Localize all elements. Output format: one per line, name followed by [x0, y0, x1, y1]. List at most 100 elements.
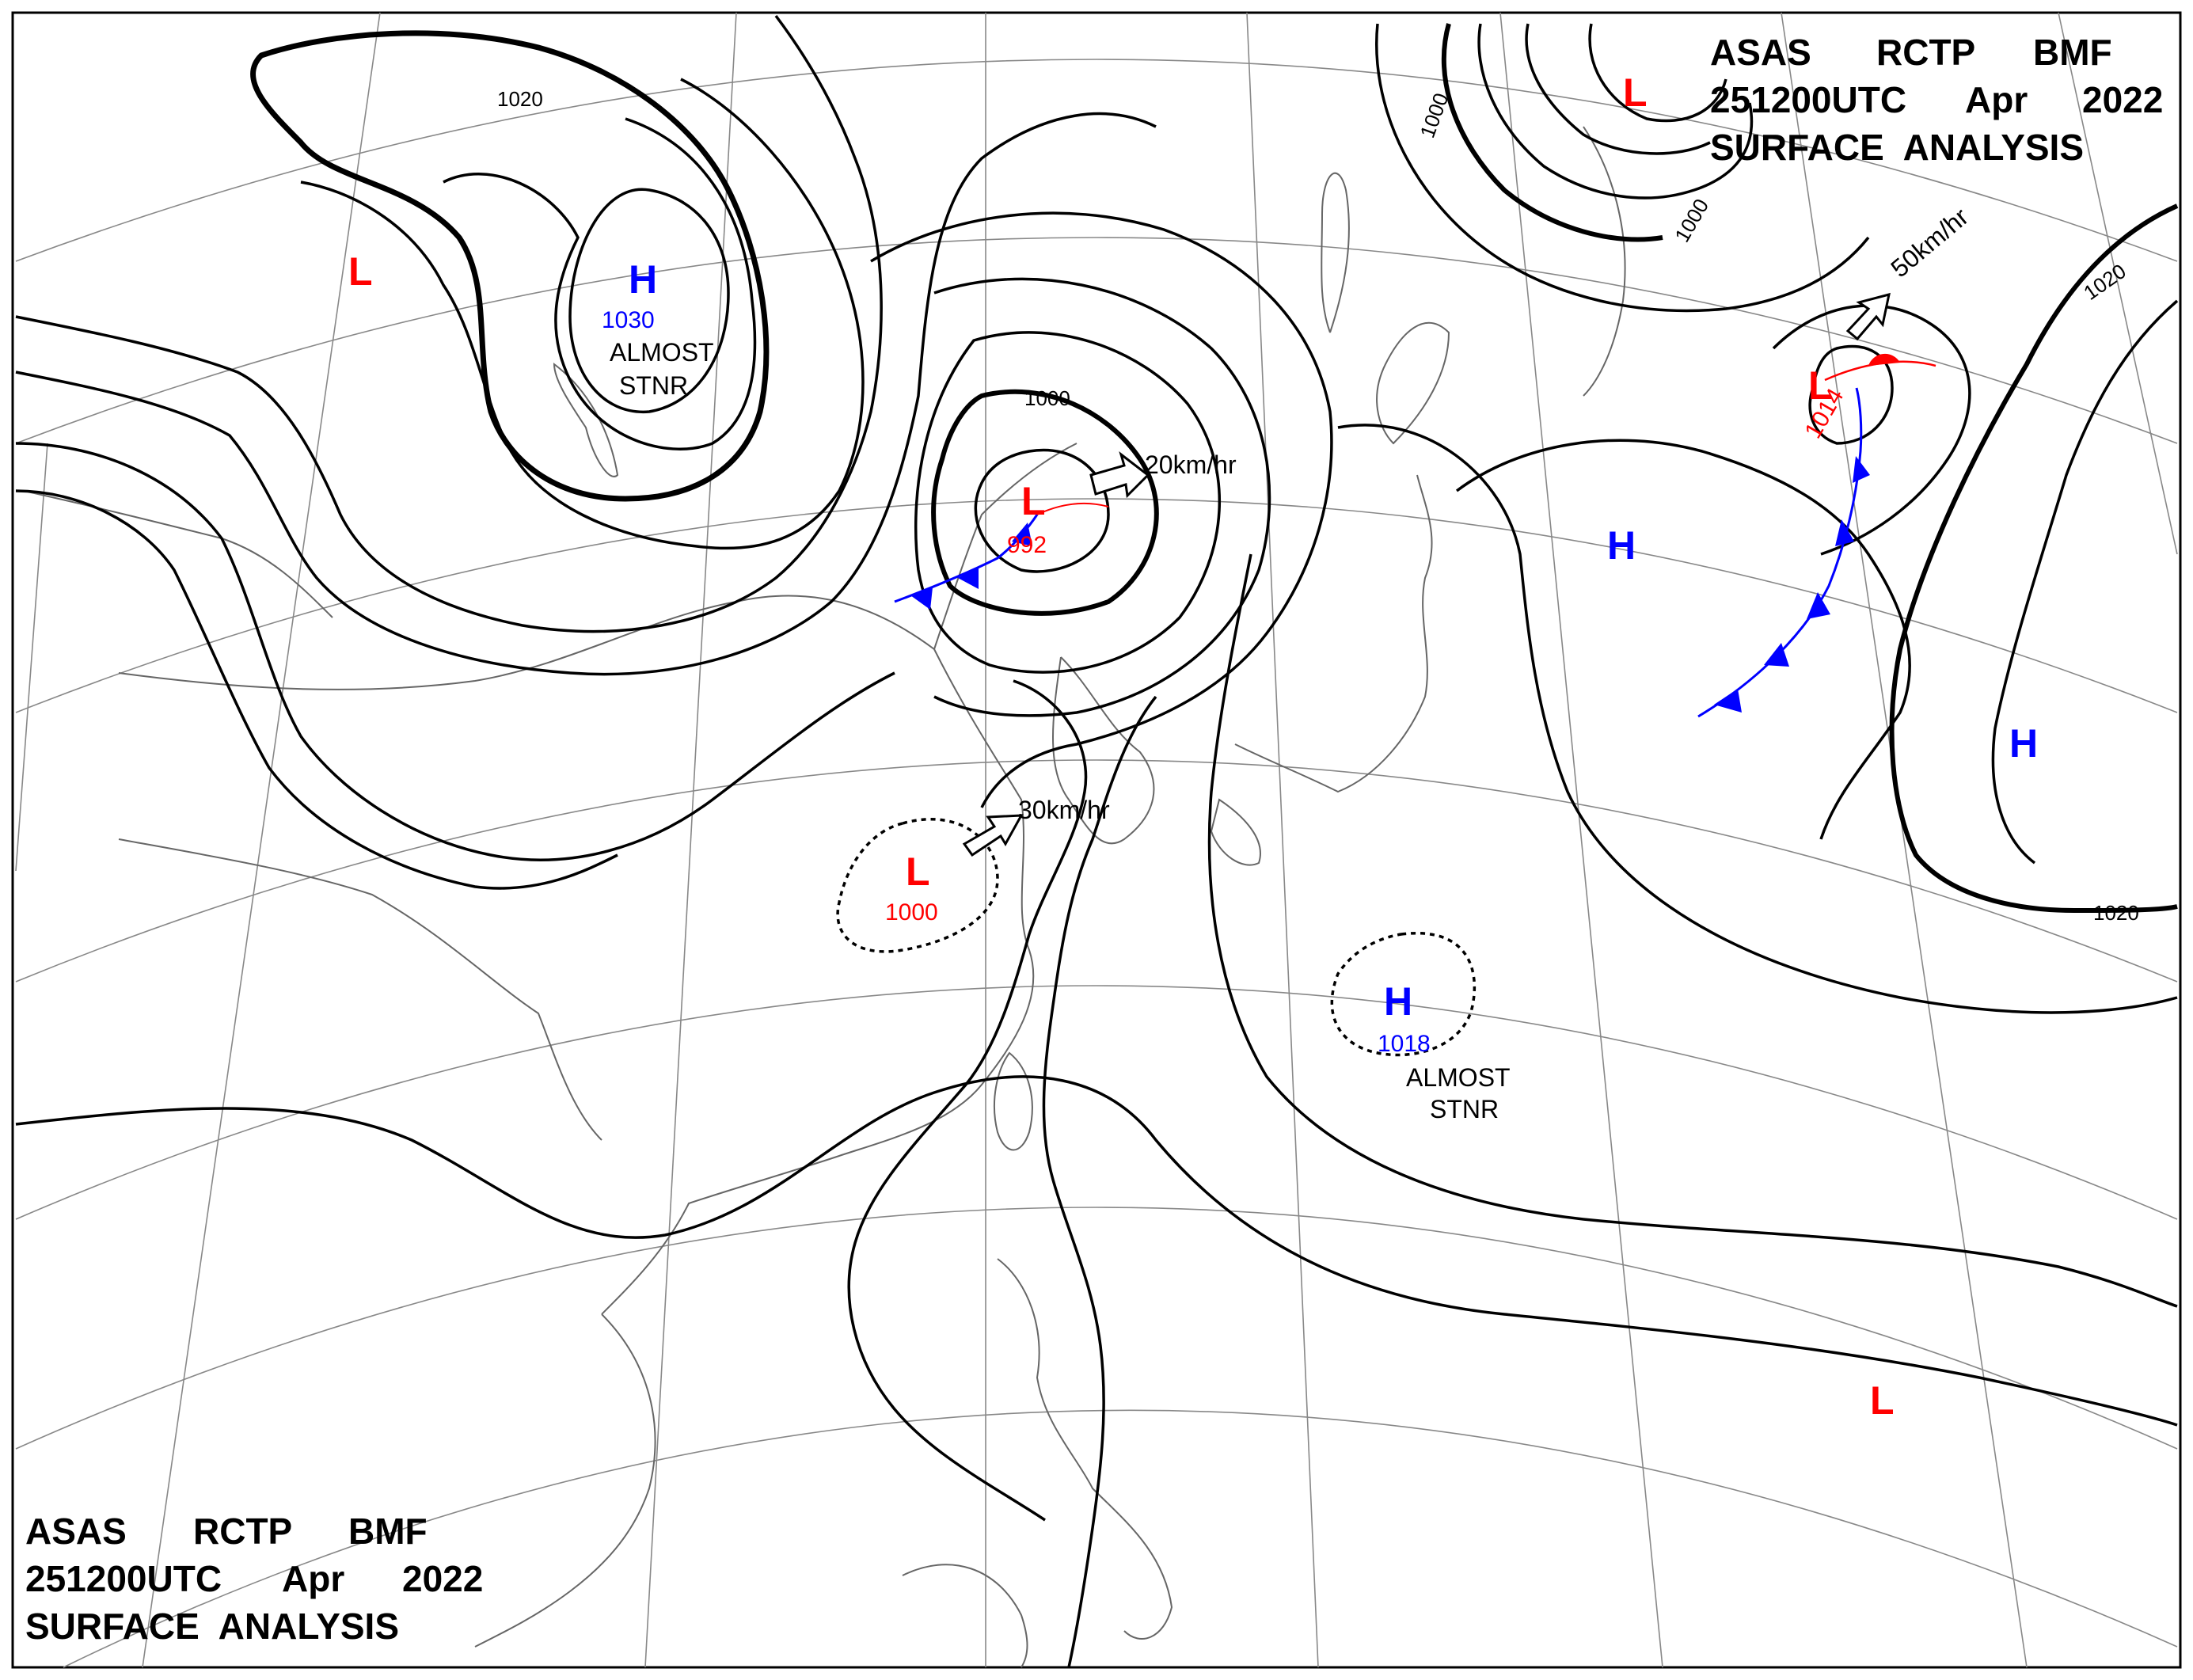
isobar-china-trough — [847, 679, 1088, 1522]
isobar-okhotsk-1000 — [1441, 23, 1663, 242]
coastline-hokkaido — [1376, 321, 1450, 445]
cold-front-triangle — [1714, 689, 1742, 713]
header-bottom-left: ASAS RCTP BMF 251200UTC Apr 2022 SURFACE… — [25, 1511, 483, 1647]
system-note: STNR — [1430, 1095, 1499, 1123]
cold-front-triangle — [1764, 643, 1789, 667]
isobar-okhotsk-outer — [1375, 23, 1870, 313]
latitude-line — [15, 759, 2178, 983]
isobar-okhotsk-ring2 — [1525, 23, 1711, 155]
border-russia-china — [933, 443, 1077, 650]
header-datetime: 2022 — [2082, 79, 2163, 120]
cold-front-triangle — [1853, 456, 1870, 483]
border-mongolia — [118, 595, 935, 690]
isobar-south-high-dotted — [1330, 932, 1477, 1057]
warm-front-manchuria — [1036, 502, 1109, 515]
cold-front-triangle — [1807, 592, 1830, 619]
movement-speed: 30km/hr — [1018, 796, 1110, 824]
low-pressure-icon: L — [1623, 70, 1648, 115]
header-datetime: 251200UTC — [1710, 79, 1906, 120]
cold-front-triangle — [1012, 523, 1032, 546]
latitude-line — [15, 498, 2178, 713]
meridian — [1246, 12, 1319, 1668]
coastline-korea — [1052, 656, 1155, 845]
meridian — [644, 12, 737, 1668]
latitude-line — [15, 59, 2178, 262]
meridian — [15, 443, 48, 872]
isobar-east-outer — [1991, 299, 2179, 865]
low-pressure-icon: L — [1021, 479, 1046, 523]
header-datetime: 2022 — [402, 1558, 483, 1599]
header-agency: RCTP — [193, 1511, 292, 1552]
isobar-okhotsk-inner — [1588, 23, 1727, 123]
coastline-sakhalin — [1321, 172, 1350, 333]
isobar-1020-loop — [300, 78, 865, 550]
meridian — [142, 12, 381, 1668]
border-china-south — [118, 838, 602, 1141]
isobar-kuril-outer — [1772, 304, 1971, 556]
movement-arrow-icon — [1089, 451, 1150, 499]
border-russia-west — [23, 490, 333, 618]
isobar-label: 1000 — [1024, 386, 1070, 410]
low-pressure-icon: L — [348, 249, 373, 294]
high-pressure-icon: H — [1384, 979, 1412, 1024]
pressure-value: 1000 — [885, 899, 938, 926]
map-frame — [11, 11, 2182, 1669]
coastlines — [23, 126, 1626, 1668]
coastline-taiwan — [993, 1051, 1033, 1151]
cold-front-triangle — [958, 567, 979, 589]
isobar-pacific-ring — [1455, 439, 1911, 840]
latitude-line — [15, 1207, 2178, 1450]
pressure-value: 1030 — [602, 307, 655, 333]
coastline-japan — [1234, 474, 1433, 793]
meridian — [2058, 12, 2178, 555]
isobar-south-sea — [15, 1075, 2178, 1427]
coastline-east-asia — [601, 648, 1035, 1315]
isobars — [15, 14, 2179, 1668]
isobar-pacific-south — [1337, 424, 2178, 1014]
isobar-west-outer — [15, 14, 883, 633]
meridian — [1781, 12, 2028, 1668]
header-title: SURFACE ANALYSIS — [25, 1606, 399, 1647]
isobar-east-china — [1042, 695, 1157, 1668]
system-note: ALMOST — [1406, 1063, 1511, 1092]
header-agency: RCTP — [1876, 32, 1975, 73]
meridian — [1499, 12, 1663, 1668]
movement-speed: 20km/hr — [1145, 450, 1237, 479]
isobar-1020-north — [250, 30, 770, 502]
header-title: SURFACE ANALYSIS — [1710, 127, 2084, 168]
lake-baikal — [553, 362, 619, 477]
movement-arrow-icon — [962, 814, 1024, 857]
isobar-manchuria-ring1 — [914, 331, 1222, 674]
isobar-west-far — [15, 112, 1157, 676]
pressure-value: 992 — [1007, 532, 1047, 558]
warm-front-semicircle — [1868, 353, 1900, 366]
header-top-right: ASAS RCTP BMF 251200UTC Apr 2022 SURFACE… — [1710, 32, 2163, 168]
isobar-manchuria-1000 — [931, 389, 1159, 616]
latitude-line — [63, 1409, 2178, 1668]
cold-front-kuril — [1697, 387, 1863, 718]
isobar-siberia-far-south — [15, 489, 618, 890]
isobar-manchuria-ring2 — [933, 277, 1271, 717]
latitude-line — [15, 985, 2178, 1220]
isobar-pacific-wide — [1207, 553, 2178, 1308]
header-datetime: Apr — [1965, 79, 2028, 120]
high-pressure-icon: H — [2009, 721, 2038, 766]
pressure-value: 1018 — [1378, 1031, 1431, 1057]
header-agency: BMF — [2033, 32, 2112, 73]
isobar-siberia-south — [15, 442, 895, 861]
isobar-east-1020 — [1889, 203, 2179, 914]
cold-front-triangle — [910, 587, 933, 610]
coastline-borneo — [902, 1564, 1028, 1668]
latitude-line — [15, 237, 2178, 444]
system-note: ALMOST — [610, 338, 714, 367]
high-pressure-icon: H — [629, 257, 657, 302]
graticule — [15, 12, 2178, 1668]
isobar-okhotsk-ring1 — [1477, 23, 1754, 200]
movement-arrow-icon — [1845, 292, 1891, 341]
coastline-kamchatka — [1583, 126, 1626, 397]
low-pressure-icon: L — [1808, 363, 1833, 408]
header-datetime: 251200UTC — [25, 1558, 222, 1599]
cold-front-triangle — [1835, 519, 1854, 546]
